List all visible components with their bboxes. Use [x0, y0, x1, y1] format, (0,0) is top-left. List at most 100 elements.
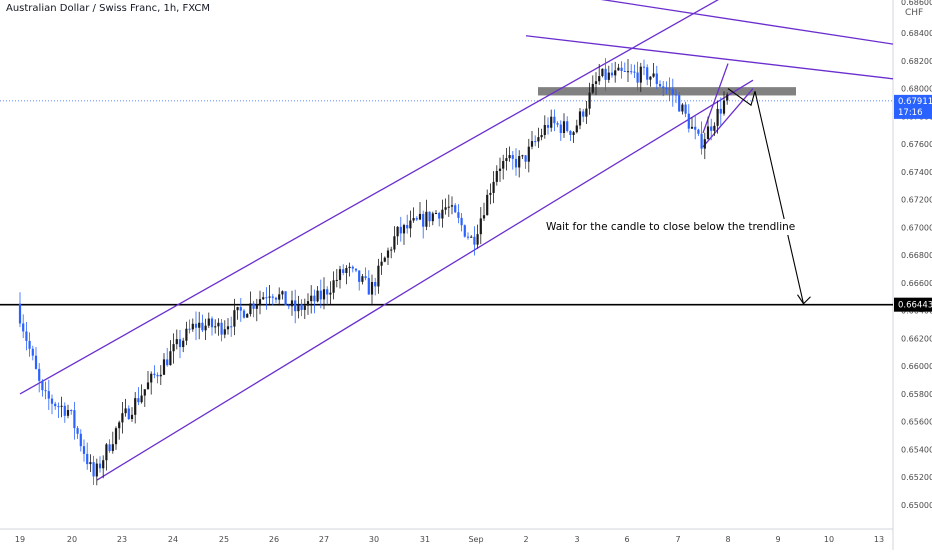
candle-body: [588, 92, 591, 109]
price-tick-label: 0.68400: [901, 29, 932, 38]
candle-body: [498, 168, 502, 171]
candle-body: [348, 266, 351, 269]
time-tick-label: 27: [319, 535, 329, 544]
time-tick-label: 3: [574, 535, 579, 544]
time-tick-label: 2: [523, 535, 528, 544]
candle-body: [172, 344, 175, 352]
projection-arrowhead: [797, 294, 811, 305]
candle-body: [114, 428, 118, 445]
candle-body: [18, 303, 22, 324]
candle-body: [236, 307, 239, 311]
candle-body: [271, 296, 274, 298]
candle-body: [393, 236, 396, 250]
candle-body: [719, 108, 722, 114]
candle-body: [111, 444, 114, 451]
candle-body: [617, 67, 620, 71]
candle-body: [361, 276, 364, 282]
candle-body: [572, 132, 575, 136]
candle-body: [655, 73, 658, 85]
candle-body: [89, 462, 92, 465]
candle-body: [249, 303, 252, 315]
candle-body: [710, 126, 713, 131]
annotation-note[interactable]: Wait for the candle to close below the t…: [543, 219, 799, 235]
candle-body: [466, 236, 470, 238]
candle-body: [559, 124, 562, 133]
candle-body: [82, 446, 86, 454]
time-tick-label: 8: [725, 535, 730, 544]
candle-body: [390, 249, 393, 251]
candle-body: [662, 86, 665, 89]
time-tick-label: 10: [824, 535, 834, 544]
candle-body: [102, 460, 105, 469]
candle-body: [726, 94, 729, 101]
candle-body: [105, 444, 108, 461]
candle-body: [444, 207, 447, 210]
candle-body: [585, 108, 588, 117]
trendline-wedge-upper: [702, 63, 729, 134]
candle-body: [681, 104, 684, 112]
candle-body: [514, 158, 518, 168]
candle-body: [671, 89, 674, 95]
trendline-channel-upper: [19, 0, 719, 395]
candle-body: [31, 348, 34, 356]
candle-body: [534, 141, 537, 143]
candle-body: [223, 329, 226, 335]
candle-body: [98, 463, 102, 469]
candle-body: [556, 123, 559, 125]
candle-body: [434, 212, 438, 214]
candle-body: [530, 141, 534, 147]
candle-body: [489, 192, 492, 195]
candle-body: [687, 113, 690, 129]
candle-body: [262, 297, 265, 300]
candle-body: [313, 295, 316, 302]
candle-body: [310, 295, 313, 302]
candle-body: [540, 135, 543, 138]
candle-body: [166, 359, 169, 366]
candle-body: [220, 322, 223, 335]
candle-body: [178, 339, 182, 348]
candle-body: [630, 71, 633, 73]
candle-body: [505, 158, 508, 162]
price-tick-label: 0.66600: [901, 279, 932, 288]
candle-body: [182, 340, 185, 348]
candle-body: [550, 116, 553, 128]
candle-body: [140, 395, 143, 403]
candle-body: [169, 351, 172, 366]
candle-body: [79, 433, 82, 447]
candle-body: [646, 67, 649, 80]
candle-body: [614, 70, 617, 76]
time-tick-label: 6: [624, 535, 629, 544]
price-tick-label: 0.66200: [901, 334, 932, 343]
candle-body: [354, 268, 358, 271]
candle-body: [274, 297, 278, 300]
candle-body: [95, 463, 98, 477]
candle-body: [716, 108, 719, 126]
candle-body: [441, 209, 444, 219]
candle-body: [409, 220, 412, 229]
candle-body: [694, 126, 697, 130]
candle-body: [297, 304, 300, 312]
candle-body: [476, 234, 479, 245]
time-tick-label: 26: [269, 535, 279, 544]
candle-body: [479, 218, 482, 235]
candle-body: [582, 111, 585, 117]
support-level-value: 0.66443: [898, 301, 932, 311]
candle-body: [425, 211, 428, 227]
candle-body: [278, 294, 281, 300]
candle-body: [428, 211, 431, 222]
candle-body: [668, 88, 671, 90]
candle-body: [454, 205, 457, 213]
candle-body: [57, 406, 60, 408]
candle-body: [25, 331, 28, 341]
currency-label: CHF: [905, 8, 924, 18]
candle-body: [329, 292, 332, 295]
candle-body: [553, 116, 556, 124]
candle-body: [370, 282, 374, 295]
candle-body: [610, 72, 614, 76]
candle-body: [457, 212, 460, 218]
candle-body: [374, 282, 377, 287]
candle-body: [412, 218, 415, 221]
candle-body: [217, 322, 220, 327]
